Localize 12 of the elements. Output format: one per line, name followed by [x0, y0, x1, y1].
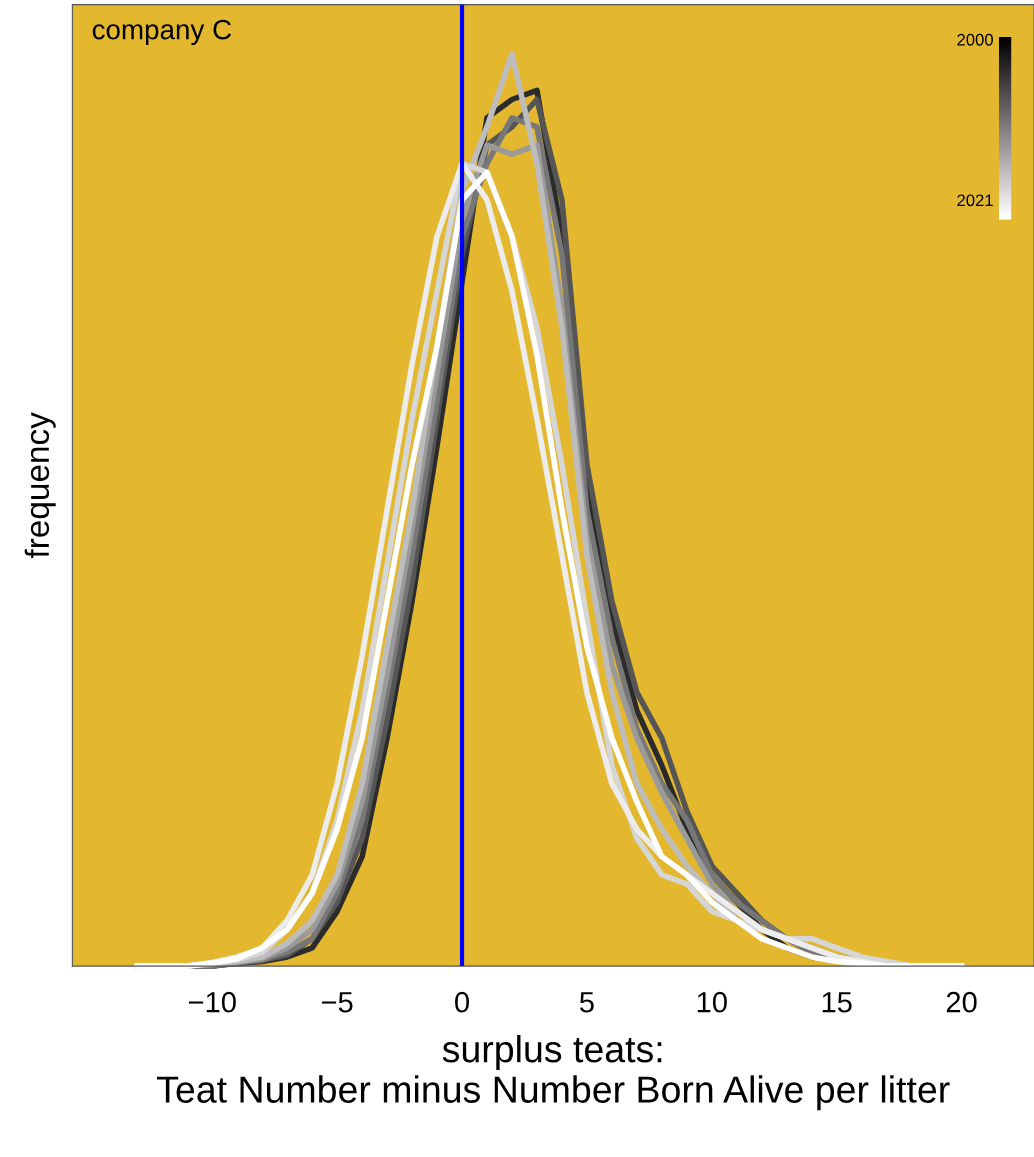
text: company C: [92, 19, 232, 45]
x-axis-title: surplus teats: Teat Number minus Number Born Alive per litter: [157, 1034, 950, 1111]
x-tick-label: 5: [579, 992, 594, 1013]
x-tick-label: 20: [946, 991, 977, 1013]
annotation: 2021: [957, 194, 993, 207]
x-tick-label: 10: [697, 991, 727, 1013]
x-tick-label: 15: [822, 992, 852, 1013]
x-tick-label: 0: [455, 991, 469, 1013]
y-axis-title: frequency: [24, 412, 56, 559]
x-tick-label: −5: [321, 992, 353, 1013]
text: 2000: [957, 33, 993, 46]
x-tick-label: −10: [188, 991, 236, 1013]
